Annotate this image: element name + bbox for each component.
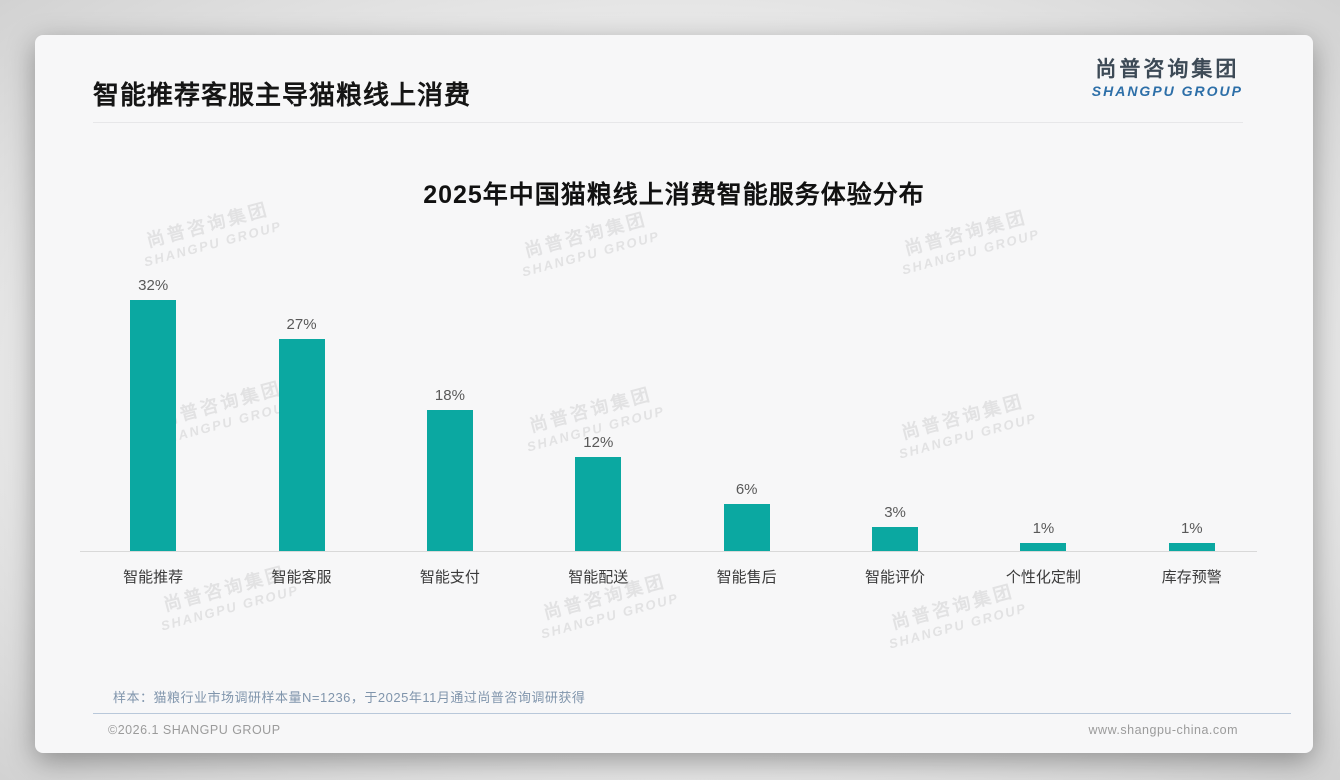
watermark-line2: SHANGPU GROUP [142, 217, 284, 270]
bar-value-label: 18% [434, 387, 465, 404]
x-axis-label: 智能配送 [568, 569, 629, 586]
bar-column: 6% [673, 265, 821, 551]
watermark-line2: SHANGPU GROUP [539, 589, 681, 642]
copyright-text: ©2026.1 SHANGPU GROUP [108, 723, 281, 737]
x-axis-label: 智能支付 [419, 569, 480, 586]
x-axis-label: 智能评价 [865, 569, 926, 586]
logo-english-text: SHANGPU GROUP [1091, 83, 1243, 100]
watermark-line1: 尚普咨询集团 [889, 581, 1017, 633]
bar-column: 12% [524, 265, 672, 551]
bar [1020, 543, 1067, 551]
bar-column: 1% [1118, 265, 1266, 551]
bar-column: 27% [227, 265, 375, 551]
x-axis-label: 智能客服 [271, 569, 332, 586]
footer-divider [93, 713, 1291, 714]
x-axis-label: 智能推荐 [123, 569, 184, 586]
x-axis-label: 库存预警 [1161, 569, 1222, 586]
bar-column: 18% [376, 265, 524, 551]
x-axis-label: 智能售后 [716, 569, 777, 586]
chart-title: 2025年中国猫粮线上消费智能服务体验分布 [423, 181, 925, 209]
bar-value-label: 12% [583, 434, 614, 451]
slide-card: 智能推荐客服主导猫粮线上消费 尚普咨询集团 SHANGPU GROUP 尚普咨询… [35, 35, 1313, 753]
bar-value-label: 1% [1032, 520, 1055, 537]
x-axis-labels: 智能推荐 智能客服 智能支付 智能配送 智能售后 智能评价 个性化定制 库存预警 [79, 566, 1266, 587]
bar [278, 339, 325, 551]
bar [426, 410, 473, 551]
watermark: 尚普咨询集团 SHANGPU GROUP [882, 579, 1029, 652]
bar [130, 300, 177, 551]
bar-column: 32% [79, 265, 227, 551]
company-logo: 尚普咨询集团 SHANGPU GROUP [1092, 57, 1243, 99]
watermark-line1: 尚普咨询集团 [522, 209, 650, 261]
bar-value-label: 6% [735, 481, 758, 498]
watermark-line1: 尚普咨询集团 [902, 207, 1030, 259]
page-title: 智能推荐客服主导猫粮线上消费 [93, 80, 472, 110]
header-divider [93, 122, 1243, 123]
bar-value-label: 3% [884, 504, 906, 521]
watermark-line2: SHANGPU GROUP [159, 581, 301, 634]
bar-value-label: 1% [1180, 520, 1203, 537]
website-text: www.shangpu-china.com [1088, 723, 1238, 737]
x-axis-line [80, 551, 1257, 552]
x-axis-label: 个性化定制 [1005, 569, 1081, 586]
watermark-line2: SHANGPU GROUP [887, 599, 1029, 652]
bar-value-label: 32% [138, 277, 169, 294]
bar-column: 3% [821, 265, 969, 551]
bar [723, 504, 770, 551]
bar [1168, 543, 1215, 551]
bar [575, 457, 622, 551]
logo-chinese-text: 尚普咨询集团 [1095, 58, 1240, 81]
sample-note: 样本：猫粮行业市场调研样本量N=1236，于2025年11月通过尚普咨询调研获得 [113, 690, 586, 705]
bar-value-label: 27% [286, 316, 317, 333]
bar [872, 527, 919, 551]
bar-column: 1% [969, 265, 1117, 551]
footer: ©2026.1 SHANGPU GROUP www.shangpu-china.… [108, 723, 1238, 737]
bar-plot: 32% 27% 18% 12% 6% 3% 1% 1% [79, 265, 1266, 551]
